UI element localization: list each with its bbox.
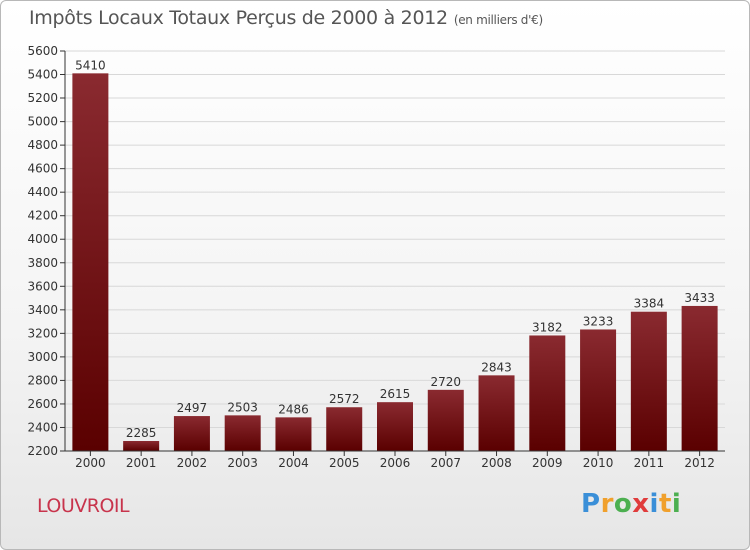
x-tick-label: 2003 bbox=[227, 456, 258, 470]
x-tick-label: 2000 bbox=[75, 456, 106, 470]
proxiti-logo[interactable]: Proxiti bbox=[581, 489, 681, 519]
bar bbox=[326, 407, 363, 451]
x-tick-label: 2002 bbox=[177, 456, 208, 470]
x-tick-label: 2009 bbox=[532, 456, 563, 470]
logo-letter: P bbox=[581, 489, 601, 519]
data-label: 2572 bbox=[329, 392, 360, 406]
bar bbox=[681, 305, 718, 451]
bar bbox=[478, 375, 515, 451]
data-label: 3433 bbox=[684, 291, 715, 305]
chart-title-text: Impôts Locaux Totaux Perçus de 2000 à 20… bbox=[29, 7, 448, 29]
y-tick-label: 3400 bbox=[27, 303, 58, 317]
x-tick-label: 2011 bbox=[634, 456, 665, 470]
x-tick-label: 2004 bbox=[278, 456, 309, 470]
y-tick-label: 4000 bbox=[27, 232, 58, 246]
data-label: 3233 bbox=[583, 314, 614, 328]
x-tick-label: 2001 bbox=[126, 456, 157, 470]
city-name: LOUVROIL bbox=[37, 495, 130, 517]
data-label: 2285 bbox=[126, 426, 157, 440]
y-tick-label: 4600 bbox=[27, 162, 58, 176]
bar bbox=[72, 73, 109, 452]
data-label: 2843 bbox=[481, 360, 512, 374]
bar bbox=[630, 311, 667, 451]
y-tick-label: 4800 bbox=[27, 138, 58, 152]
x-tick-label: 2007 bbox=[430, 456, 461, 470]
x-tick-label: 2012 bbox=[684, 456, 715, 470]
bar bbox=[275, 417, 312, 451]
y-tick-label: 3600 bbox=[27, 279, 58, 293]
logo-letter: i bbox=[671, 489, 682, 519]
logo-letter: t bbox=[658, 489, 672, 519]
logo-letter: o bbox=[613, 489, 633, 519]
logo-letter: r bbox=[600, 489, 614, 519]
y-tick-label: 3000 bbox=[27, 350, 58, 364]
data-label: 2497 bbox=[177, 401, 208, 415]
logo-letter: x bbox=[632, 489, 650, 519]
y-tick-label: 2400 bbox=[27, 420, 58, 434]
bar bbox=[427, 389, 464, 451]
x-tick-label: 2008 bbox=[481, 456, 512, 470]
bar bbox=[224, 415, 261, 451]
chart-subtitle: (en milliers d'€) bbox=[453, 13, 543, 27]
chart-title: Impôts Locaux Totaux Perçus de 2000 à 20… bbox=[29, 7, 543, 29]
x-tick-label: 2005 bbox=[329, 456, 360, 470]
bar bbox=[580, 329, 617, 451]
x-tick-label: 2006 bbox=[380, 456, 411, 470]
data-label: 3182 bbox=[532, 320, 563, 334]
data-label: 5410 bbox=[75, 58, 106, 72]
x-tick-label: 2010 bbox=[583, 456, 614, 470]
y-tick-label: 5000 bbox=[27, 115, 58, 129]
data-label: 2486 bbox=[278, 402, 309, 416]
bar bbox=[377, 402, 413, 451]
bar bbox=[123, 441, 160, 451]
logo-letter: i bbox=[649, 489, 659, 519]
bar bbox=[173, 416, 210, 451]
data-label: 3384 bbox=[634, 297, 665, 311]
y-tick-label: 5600 bbox=[27, 44, 58, 58]
y-tick-label: 2200 bbox=[27, 444, 58, 458]
bar bbox=[529, 335, 566, 451]
y-tick-label: 2800 bbox=[27, 373, 58, 387]
y-tick-label: 4400 bbox=[27, 185, 58, 199]
y-tick-label: 5400 bbox=[27, 68, 58, 82]
y-tick-label: 4200 bbox=[27, 209, 58, 223]
data-label: 2615 bbox=[380, 387, 411, 401]
data-label: 2503 bbox=[227, 400, 258, 414]
y-tick-label: 3800 bbox=[27, 256, 58, 270]
y-tick-label: 2600 bbox=[27, 397, 58, 411]
y-tick-label: 5200 bbox=[27, 91, 58, 105]
data-label: 2720 bbox=[430, 375, 461, 389]
y-tick-label: 3200 bbox=[27, 326, 58, 340]
